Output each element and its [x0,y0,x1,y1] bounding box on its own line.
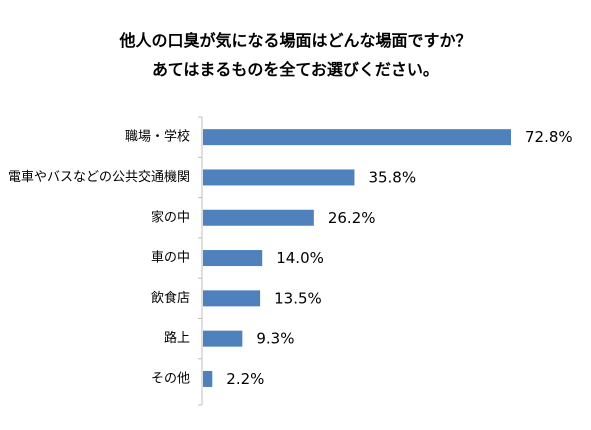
bars-layer: 職場・学校 72.8% 電車やバスなどの公共交通機関 35.8% 家の中 26.2% 車の中… [8,116,573,406]
bar-1 [203,129,511,146]
value-label: 35.8% [368,168,416,186]
category-label: 電車やバスなどの公共交通機関 [8,169,190,185]
chart-title-line-1: 他人の口臭が気になる場面はどんな場面ですか？ [119,31,472,50]
value-label: 2.2% [226,370,264,388]
value-label: 26.2% [328,209,376,227]
category-label: 路上 [164,330,190,346]
bar-6 [203,330,243,347]
bar-5 [203,290,261,307]
chart-title-line-2: あてはまるものを全てお選びください。 [152,60,439,79]
category-label: 職場・学校 [125,129,190,145]
bar-4 [203,250,263,267]
value-label: 13.5% [274,289,322,307]
category-label: 家の中 [151,209,190,225]
category-label: その他 [151,371,190,386]
bar-7 [203,370,213,387]
chart-title: 他人の口臭が気になる場面はどんな場面ですか？ あてはまるものを全てお選びください… [0,26,591,84]
category-label: 車の中 [151,251,190,266]
value-label: 9.3% [256,330,294,348]
bar-3 [203,209,314,226]
category-label: 飲食店 [151,290,190,306]
value-label: 14.0% [276,249,324,267]
bar-2 [203,169,355,186]
value-label: 72.8% [525,128,573,146]
